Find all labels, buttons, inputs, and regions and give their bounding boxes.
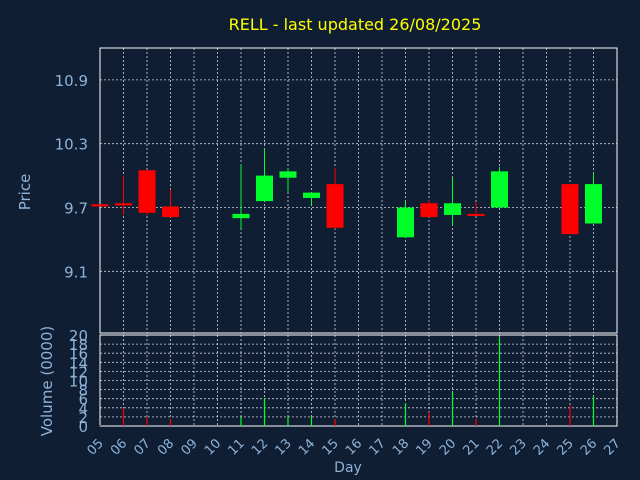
volume-tick-label: 14 [69, 354, 88, 372]
volume-tick-label: 18 [69, 336, 88, 354]
candle-body [467, 213, 485, 217]
candle-body [420, 203, 438, 218]
candle-body [115, 203, 132, 206]
x-tick-label: 21 [461, 436, 483, 458]
x-tick-label: 17 [367, 436, 389, 458]
volume-tick-label: 6 [78, 391, 88, 409]
x-tick-label: 22 [484, 436, 506, 458]
volume-tick-label: 2 [78, 409, 88, 427]
x-tick-label: 27 [602, 436, 624, 458]
x-tick-label: 24 [531, 436, 553, 458]
x-axis-label: Day [334, 460, 362, 476]
price-tick-label: 9.1 [64, 263, 88, 281]
candle-body [256, 175, 273, 202]
price-tick-label: 10.9 [55, 72, 88, 90]
x-tick-label: 25 [555, 436, 577, 458]
volume-tick-label: 20 [69, 327, 88, 345]
price-axis-label: Price [16, 174, 34, 211]
candle-body [585, 184, 602, 224]
volume-tick-label: 0 [78, 418, 88, 436]
x-tick-label: 06 [108, 436, 130, 458]
candle-body [444, 203, 461, 215]
x-tick-label: 14 [296, 436, 318, 458]
x-tick-label: 20 [437, 436, 459, 458]
x-tick-labels: 05 06 07 08 09 10 11 12 13 14 15 16 17 18 19 20 21 22 23 24… [85, 436, 624, 458]
volume-tick-label: 12 [69, 363, 88, 381]
x-tick-label: 19 [414, 436, 436, 458]
volume-tick-label: 16 [69, 345, 88, 363]
x-tick-label: 05 [85, 436, 107, 458]
price-panel: 9.1 9.7 10.3 10.9 [55, 47, 618, 334]
x-tick-label: 07 [132, 436, 154, 458]
candle-body [491, 171, 508, 208]
candle-body [162, 206, 179, 218]
candle-body [326, 184, 344, 228]
candle-body [279, 171, 297, 178]
x-tick-label: 08 [155, 436, 177, 458]
price-panel-frame [99, 47, 618, 334]
price-tick-label: 10.3 [55, 136, 88, 154]
x-tick-label: 12 [249, 436, 271, 458]
candle-body [232, 213, 250, 219]
chart-title: RELL - last updated 26/08/2025 [229, 15, 482, 34]
x-tick-label: 18 [390, 436, 412, 458]
candle-body [91, 204, 109, 207]
x-tick-label: 26 [578, 436, 600, 458]
x-tick-label: 09 [179, 436, 201, 458]
x-tick-label: 15 [320, 436, 342, 458]
volume-tick-label: 10 [69, 373, 88, 391]
price-tick-label: 9.7 [64, 200, 88, 218]
volume-tick-label: 8 [78, 382, 88, 400]
x-tick-label: 13 [273, 436, 295, 458]
x-tick-label: 23 [508, 436, 530, 458]
volume-tick-label: 4 [78, 400, 88, 418]
candle-body [138, 170, 156, 213]
x-tick-label: 11 [226, 436, 248, 458]
volume-axis-label: Volume (0000) [38, 326, 56, 436]
x-tick-label: 16 [343, 436, 365, 458]
candle-body [303, 192, 320, 198]
candle-body [397, 207, 414, 238]
candle-body [561, 184, 579, 235]
x-tick-label: 10 [202, 436, 224, 458]
